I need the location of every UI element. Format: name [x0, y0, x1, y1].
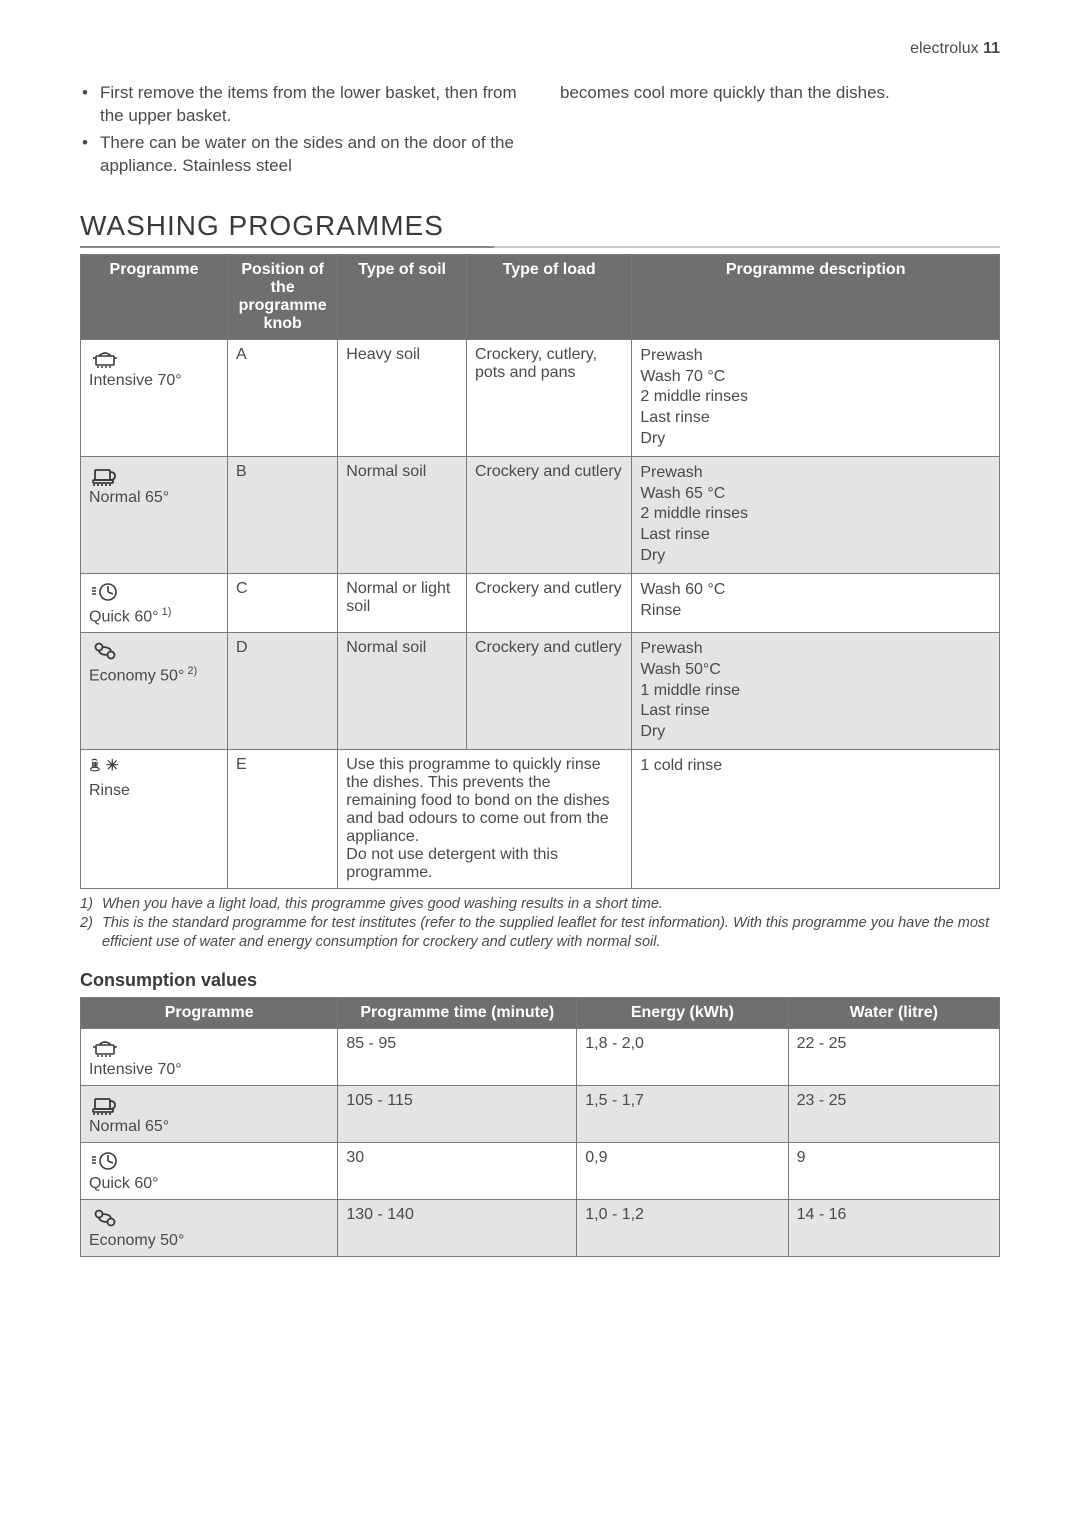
cup-icon [89, 463, 121, 487]
table-header: Type of load [466, 254, 631, 339]
pot-icon [89, 1035, 121, 1059]
brand: electrolux [910, 40, 978, 57]
table-header: Programme time (minute) [338, 997, 577, 1028]
cup-icon [89, 1092, 121, 1116]
table-row: Normal 65°105 - 1151,5 - 1,723 - 25 [81, 1085, 1000, 1142]
page-number: 11 [983, 40, 1000, 57]
table-row: Normal 65°BNormal soilCrockery and cutle… [81, 456, 1000, 573]
programme-label: Quick 60° 1) [89, 606, 219, 626]
table-row: Economy 50°130 - 1401,0 - 1,214 - 16 [81, 1199, 1000, 1256]
table-row: Intensive 70°85 - 951,8 - 2,022 - 25 [81, 1028, 1000, 1085]
consumption-table: ProgrammeProgramme time (minute)Energy (… [80, 997, 1000, 1257]
intro-bullet: There can be water on the sides and on t… [80, 132, 520, 178]
clock-icon [89, 580, 121, 604]
table-header: Type of soil [338, 254, 467, 339]
table-row: Quick 60° 1)CNormal or light soilCrocker… [81, 573, 1000, 632]
intro-left-bullets: First remove the items from the lower ba… [80, 82, 520, 178]
programme-label: Quick 60° [89, 1175, 329, 1193]
footnotes: 1)When you have a light load, this progr… [80, 895, 1000, 952]
intro-right-text: becomes cool more quickly than the dishe… [560, 82, 1000, 182]
programme-label: Economy 50° [89, 1232, 329, 1250]
page-header: electrolux 11 [80, 40, 1000, 58]
table-row: RinseEUse this programme to quickly rins… [81, 750, 1000, 889]
table-header: Programme [81, 254, 228, 339]
intro-bullet: First remove the items from the lower ba… [80, 82, 520, 128]
table-header: Water (litre) [788, 997, 999, 1028]
rinse-icon [89, 756, 121, 780]
eco-icon [89, 1206, 121, 1230]
eco-icon [89, 639, 121, 663]
programme-label: Intensive 70° [89, 1061, 329, 1079]
intro-columns: First remove the items from the lower ba… [80, 82, 1000, 182]
programme-label: Normal 65° [89, 489, 219, 507]
programme-label: Economy 50° 2) [89, 665, 219, 685]
clock-icon [89, 1149, 121, 1173]
programme-label: Intensive 70° [89, 372, 219, 390]
table-header: Programme description [632, 254, 1000, 339]
table-header: Energy (kWh) [577, 997, 788, 1028]
table-row: Intensive 70°AHeavy soilCrockery, cutler… [81, 339, 1000, 456]
programmes-table: ProgrammePosition of the programme knobT… [80, 254, 1000, 889]
table-row: Quick 60°300,99 [81, 1142, 1000, 1199]
table-row: Economy 50° 2)DNormal soilCrockery and c… [81, 633, 1000, 750]
table-header: Position of the programme knob [228, 254, 338, 339]
table-header: Programme [81, 997, 338, 1028]
consumption-title: Consumption values [80, 970, 1000, 991]
programme-label: Rinse [89, 782, 219, 800]
programme-label: Normal 65° [89, 1118, 329, 1136]
pot-icon [89, 346, 121, 370]
section-title: WASHING PROGRAMMES [80, 210, 1000, 248]
